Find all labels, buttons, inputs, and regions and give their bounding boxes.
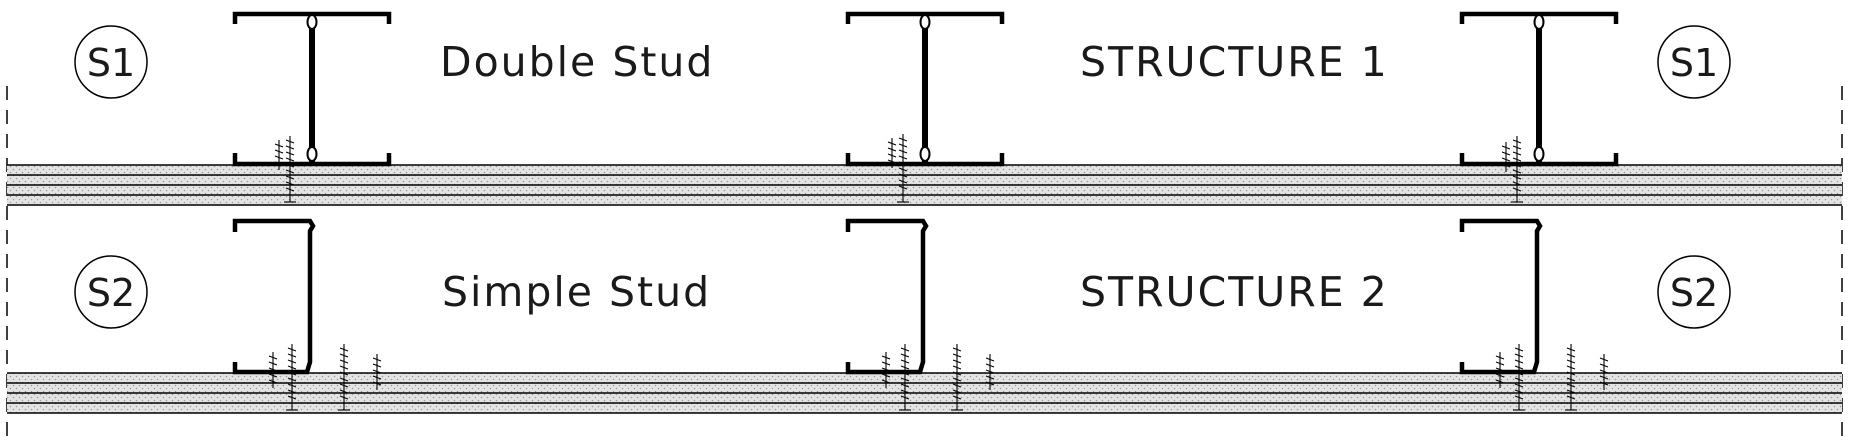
tag-s1-left: S1 [74,25,148,99]
screw-icon [284,136,296,203]
screw-icon [1513,344,1525,411]
screw-icon [372,354,382,390]
screw-icon [881,352,891,388]
screw-icon [274,140,284,170]
tag-s1-right: S1 [1657,25,1731,99]
tag-s1-left-text: S1 [87,41,135,85]
screw-icon [899,344,911,411]
simple-stud-2 [845,218,929,375]
screw-icon [1495,352,1505,388]
tag-s1-right-text: S1 [1670,41,1718,85]
screw-icon [1565,344,1577,411]
screw-icon [1501,142,1511,172]
double-stud-2 [845,11,1005,167]
screw-icon [951,344,963,411]
screw-group-row-2 [268,344,1609,411]
screw-icon [1511,136,1523,203]
screw-icon [338,344,350,411]
tag-s2-right: S2 [1657,255,1731,329]
board-layers-row-1 [7,164,1842,206]
row-2-title: Simple Stud [442,268,711,316]
screw-icon [286,344,298,411]
simple-stud-1 [232,218,316,375]
row-1-structure-label: STRUCTURE 1 [1080,38,1389,86]
screw-icon [268,352,278,388]
board-layers-row-2 [7,372,1842,414]
screw-icon [985,354,995,390]
tag-s2-left-text: S2 [87,271,135,315]
row-2-structure-label: STRUCTURE 2 [1080,268,1389,316]
tag-s2-right-text: S2 [1670,271,1718,315]
row-1-title: Double Stud [440,38,714,86]
tag-s2-left: S2 [74,255,148,329]
screw-icon [897,134,909,203]
screw-group-row-1 [274,134,1523,203]
row-2-section: S2 S2 Simple Stud STRUCTURE 2 [7,218,1842,414]
double-stud-3 [1459,11,1619,167]
simple-stud-3 [1459,218,1543,375]
row-1-section: S1 S1 Double Stud STRUCTURE 1 [7,11,1842,206]
screw-icon [887,138,897,168]
double-stud-1 [232,11,392,167]
screw-icon [1599,354,1609,390]
